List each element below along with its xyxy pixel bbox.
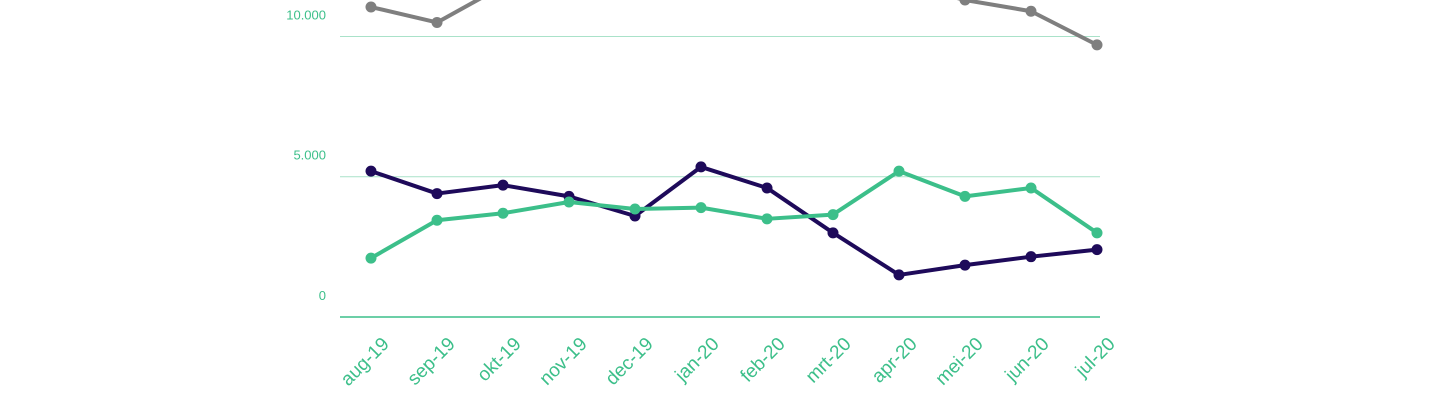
data-point	[761, 182, 773, 194]
series-line	[370, 169, 1099, 260]
data-point	[1091, 244, 1103, 256]
data-point	[431, 16, 443, 28]
y-tick-label: 5.000	[293, 148, 326, 163]
data-point	[563, 196, 575, 208]
data-point	[431, 188, 443, 200]
data-point	[1091, 227, 1103, 239]
x-tick-label: jan-20	[671, 334, 724, 387]
x-tick-label: nov-19	[536, 334, 592, 390]
x-tick-label: mei-20	[932, 334, 988, 390]
series-line	[370, 0, 1098, 47]
data-point	[1025, 251, 1037, 263]
data-point	[1025, 5, 1037, 17]
y-tick-label: 0	[319, 288, 326, 303]
data-point	[497, 207, 509, 219]
data-point	[695, 161, 707, 173]
data-point	[365, 165, 377, 177]
x-tick-label: sep-19	[404, 334, 460, 390]
data-point	[827, 227, 839, 239]
data-point	[959, 0, 971, 6]
x-tick-label: apr-20	[868, 334, 922, 388]
data-point	[497, 179, 509, 191]
data-point	[959, 190, 971, 202]
x-tick-label: okt-19	[473, 334, 525, 386]
data-point	[431, 214, 443, 226]
data-point	[365, 252, 377, 264]
x-tick-label: mrt-20	[802, 334, 856, 388]
data-point	[827, 209, 839, 221]
x-tick-label: jun-20	[1001, 334, 1054, 387]
data-point	[695, 202, 707, 214]
x-tick-label: dec-19	[602, 334, 658, 390]
data-point	[959, 259, 971, 271]
data-point	[1091, 39, 1103, 51]
data-point	[365, 1, 377, 13]
series-line	[370, 164, 1098, 277]
data-point	[629, 203, 641, 215]
x-tick-label: feb-20	[737, 334, 790, 387]
data-point	[893, 269, 905, 281]
x-tick-label: jul-20	[1071, 334, 1119, 382]
data-point	[761, 213, 773, 225]
data-point	[893, 165, 905, 177]
data-point	[1025, 182, 1037, 194]
x-tick-label: aug-19	[337, 334, 394, 391]
plot-area	[365, 0, 1103, 281]
y-tick-label: 10.000	[286, 7, 326, 22]
